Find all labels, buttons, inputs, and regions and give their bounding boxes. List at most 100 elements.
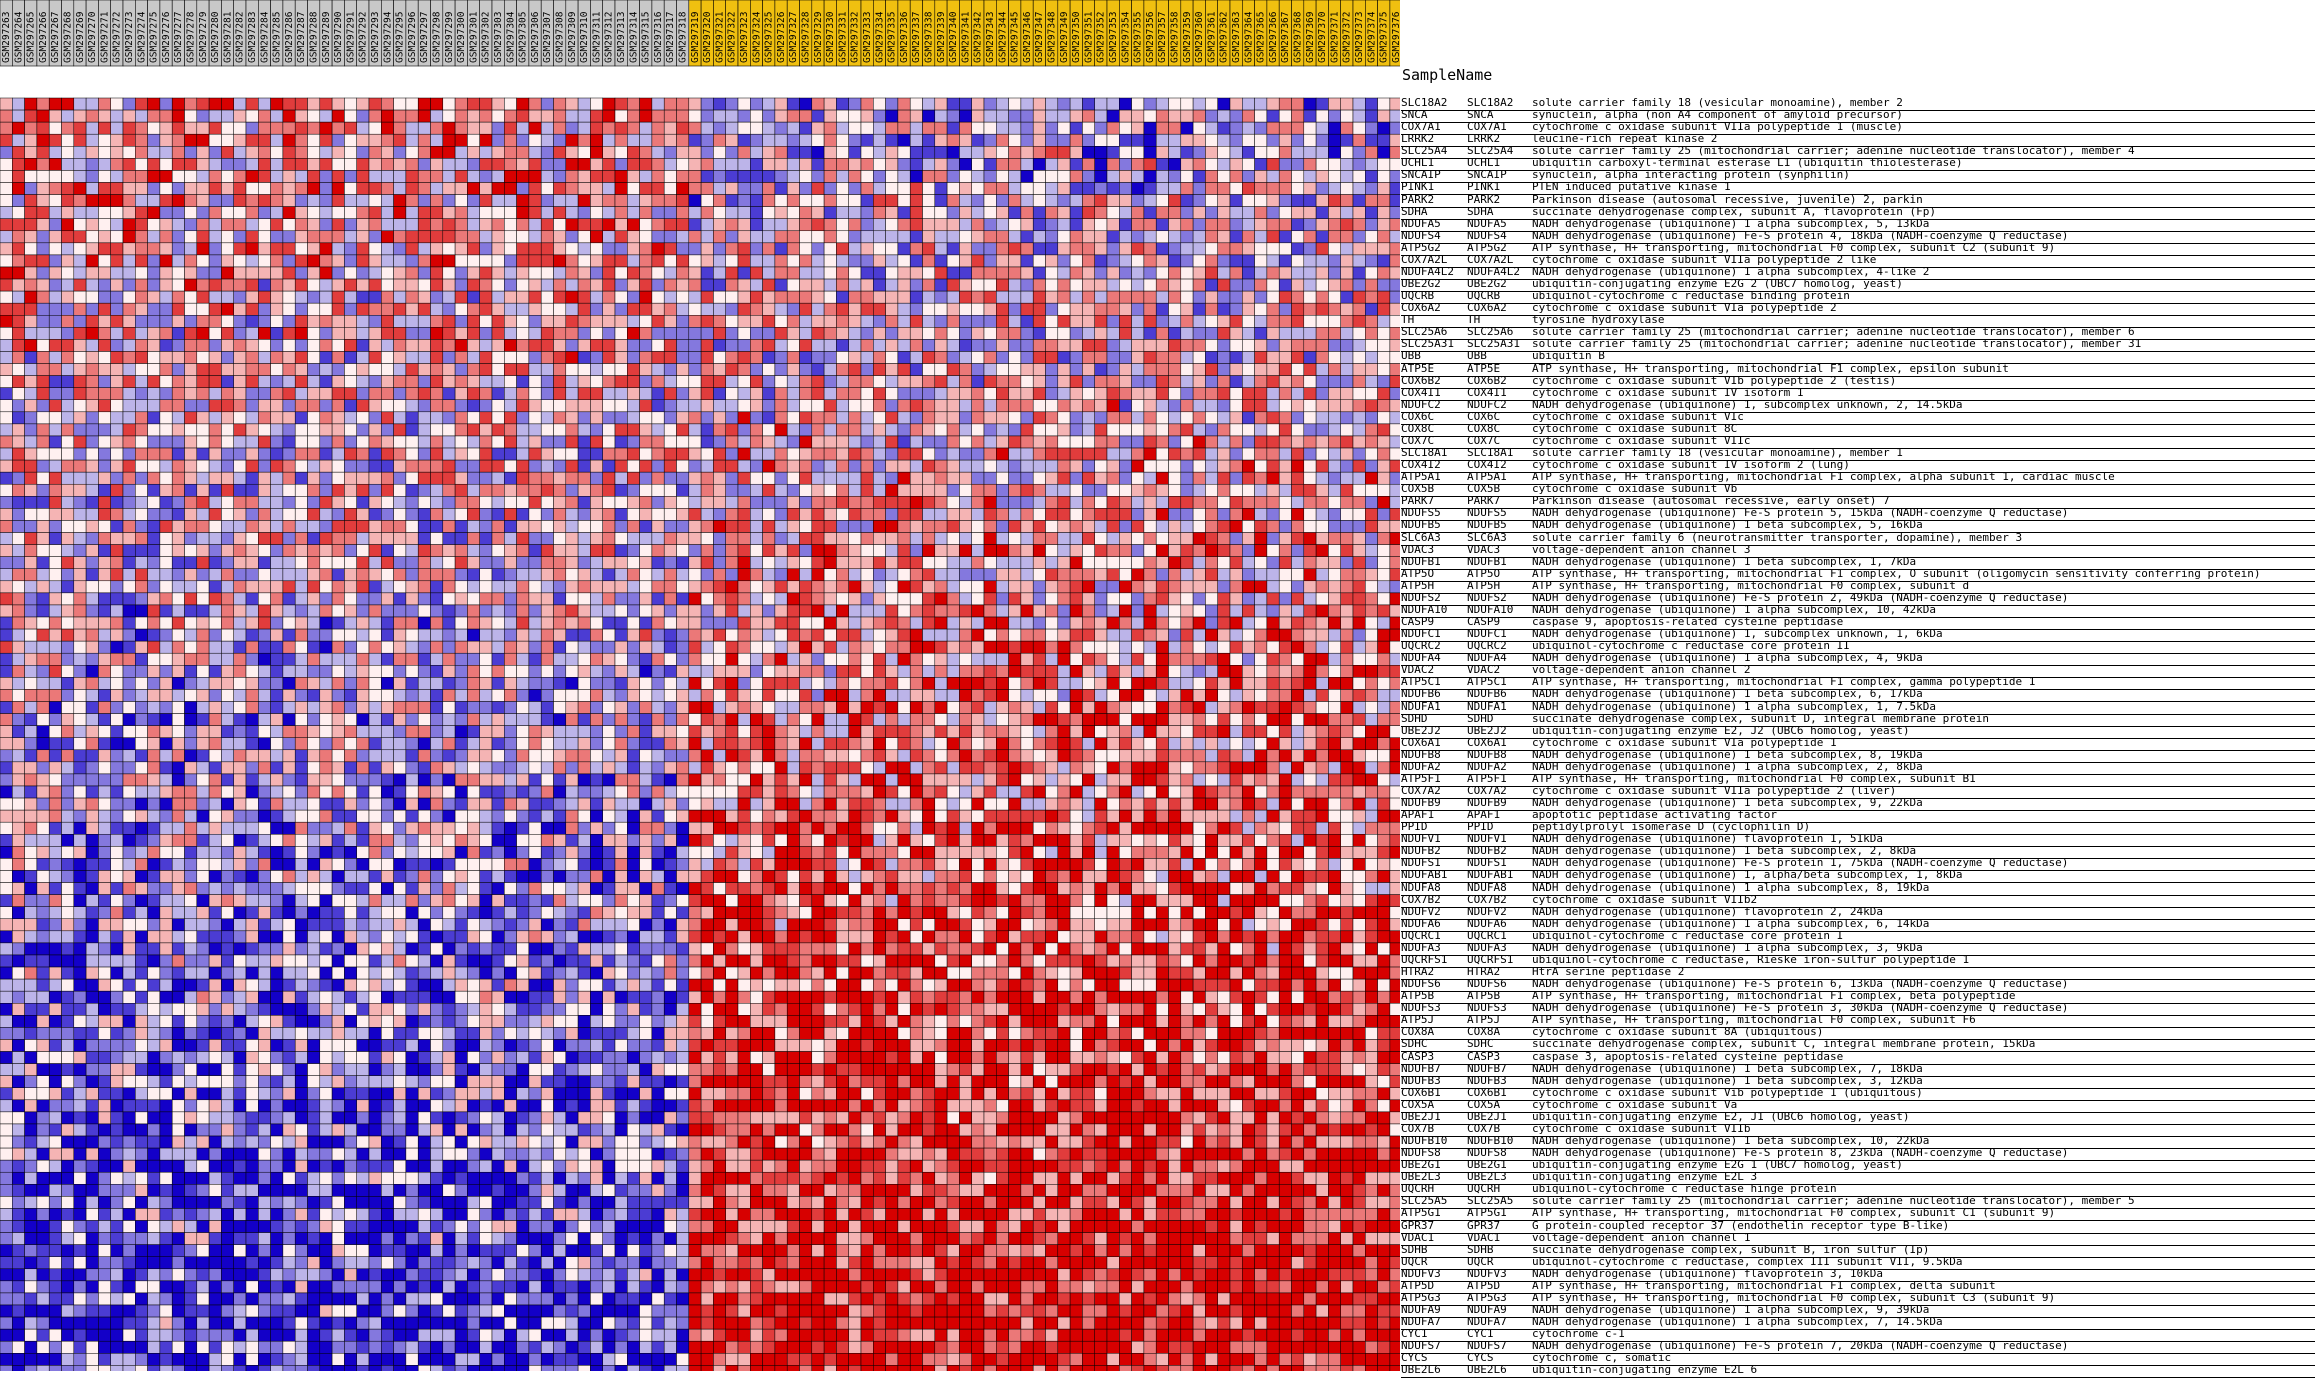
- heatmap-cell: [111, 388, 123, 400]
- heatmap-cell: [615, 351, 627, 363]
- heatmap-cell: [74, 134, 86, 146]
- heatmap-cell: [258, 182, 270, 194]
- heatmap-cell: [1021, 460, 1033, 472]
- heatmap-cell: [98, 231, 110, 243]
- heatmap-cell: [1205, 195, 1217, 207]
- heatmap-cell: [1033, 255, 1045, 267]
- heatmap-cell: [148, 436, 160, 448]
- heatmap-cell: [467, 448, 479, 460]
- heatmap-cell: [886, 134, 898, 146]
- heatmap-cell: [49, 412, 61, 424]
- heatmap-cell: [590, 146, 602, 158]
- heatmap-cell: [12, 146, 24, 158]
- heatmap-cell: [590, 195, 602, 207]
- heatmap-cell: [750, 351, 762, 363]
- heatmap-cell: [209, 231, 221, 243]
- heatmap-cell: [381, 243, 393, 255]
- heatmap-cell: [467, 364, 479, 376]
- heatmap-cell: [996, 545, 1008, 557]
- heatmap-cell: [49, 545, 61, 557]
- heatmap-cell: [369, 496, 381, 508]
- heatmap-cell: [1095, 376, 1107, 388]
- heatmap-cell: [517, 98, 529, 110]
- heatmap-cell: [590, 207, 602, 219]
- sample-label: GSM297363: [1231, 12, 1242, 63]
- heatmap-cell: [787, 484, 799, 496]
- heatmap-cell: [861, 231, 873, 243]
- heatmap-cell: [381, 412, 393, 424]
- heatmap-cell: [664, 207, 676, 219]
- heatmap-cell: [701, 170, 713, 182]
- heatmap-cell: [332, 110, 344, 122]
- heatmap-cell: [135, 569, 147, 581]
- heatmap-cell: [590, 424, 602, 436]
- heatmap-cell: [1144, 315, 1156, 327]
- heatmap-cell: [627, 376, 639, 388]
- heatmap-cell: [1009, 291, 1021, 303]
- heatmap-cell: [1021, 339, 1033, 351]
- heatmap-cell: [824, 255, 836, 267]
- heatmap-cell: [1292, 520, 1304, 532]
- heatmap-cell: [664, 339, 676, 351]
- heatmap-cell: [677, 424, 689, 436]
- heatmap-cell: [640, 484, 652, 496]
- heatmap-cell: [1082, 557, 1094, 569]
- heatmap-cell: [1046, 400, 1058, 412]
- heatmap-cell: [418, 472, 430, 484]
- heatmap-cell: [1341, 412, 1353, 424]
- heatmap-cell: [172, 219, 184, 231]
- heatmap-cell: [1058, 472, 1070, 484]
- heatmap-cell: [578, 219, 590, 231]
- heatmap-cell: [332, 303, 344, 315]
- heatmap-cell: [1070, 472, 1082, 484]
- heatmap-cell: [1378, 267, 1390, 279]
- heatmap-cell: [590, 279, 602, 291]
- heatmap-cell: [357, 98, 369, 110]
- heatmap-cell: [320, 158, 332, 170]
- heatmap-cell: [849, 243, 861, 255]
- heatmap-cell: [652, 424, 664, 436]
- heatmap-cell: [98, 557, 110, 569]
- heatmap-cell: [664, 243, 676, 255]
- heatmap-cell: [1378, 400, 1390, 412]
- heatmap-cell: [504, 327, 516, 339]
- heatmap-cell: [713, 110, 725, 122]
- heatmap-cell: [800, 520, 812, 532]
- heatmap-cell: [1205, 400, 1217, 412]
- heatmap-cell: [1205, 376, 1217, 388]
- heatmap-cell: [406, 508, 418, 520]
- heatmap-cell: [775, 98, 787, 110]
- heatmap-cell: [947, 231, 959, 243]
- heatmap-cell: [812, 400, 824, 412]
- heatmap-cell: [566, 484, 578, 496]
- heatmap-cell: [209, 484, 221, 496]
- heatmap-cell: [308, 484, 320, 496]
- heatmap-cell: [849, 351, 861, 363]
- heatmap-cell: [627, 424, 639, 436]
- heatmap-cell: [467, 533, 479, 545]
- heatmap-cell: [1156, 460, 1168, 472]
- heatmap-cell: [1082, 508, 1094, 520]
- heatmap-cell: [0, 170, 12, 182]
- sample-label: GSM297275: [149, 12, 160, 63]
- heatmap-cell: [320, 195, 332, 207]
- heatmap-cell: [1144, 255, 1156, 267]
- heatmap-cell: [172, 569, 184, 581]
- heatmap-cell: [664, 327, 676, 339]
- heatmap-cell: [935, 545, 947, 557]
- heatmap-cell: [394, 134, 406, 146]
- heatmap-cell: [1046, 545, 1058, 557]
- heatmap-cell: [25, 581, 37, 593]
- heatmap-cell: [332, 219, 344, 231]
- heatmap-cell: [1316, 339, 1328, 351]
- heatmap-cell: [935, 460, 947, 472]
- heatmap-cell: [984, 484, 996, 496]
- heatmap-cell: [12, 376, 24, 388]
- heatmap-cell: [492, 255, 504, 267]
- heatmap-cell: [1218, 581, 1230, 593]
- heatmap-cell: [1033, 520, 1045, 532]
- heatmap-cell: [320, 508, 332, 520]
- heatmap-cell: [271, 146, 283, 158]
- heatmap-cell: [1058, 122, 1070, 134]
- heatmap-cell: [1156, 436, 1168, 448]
